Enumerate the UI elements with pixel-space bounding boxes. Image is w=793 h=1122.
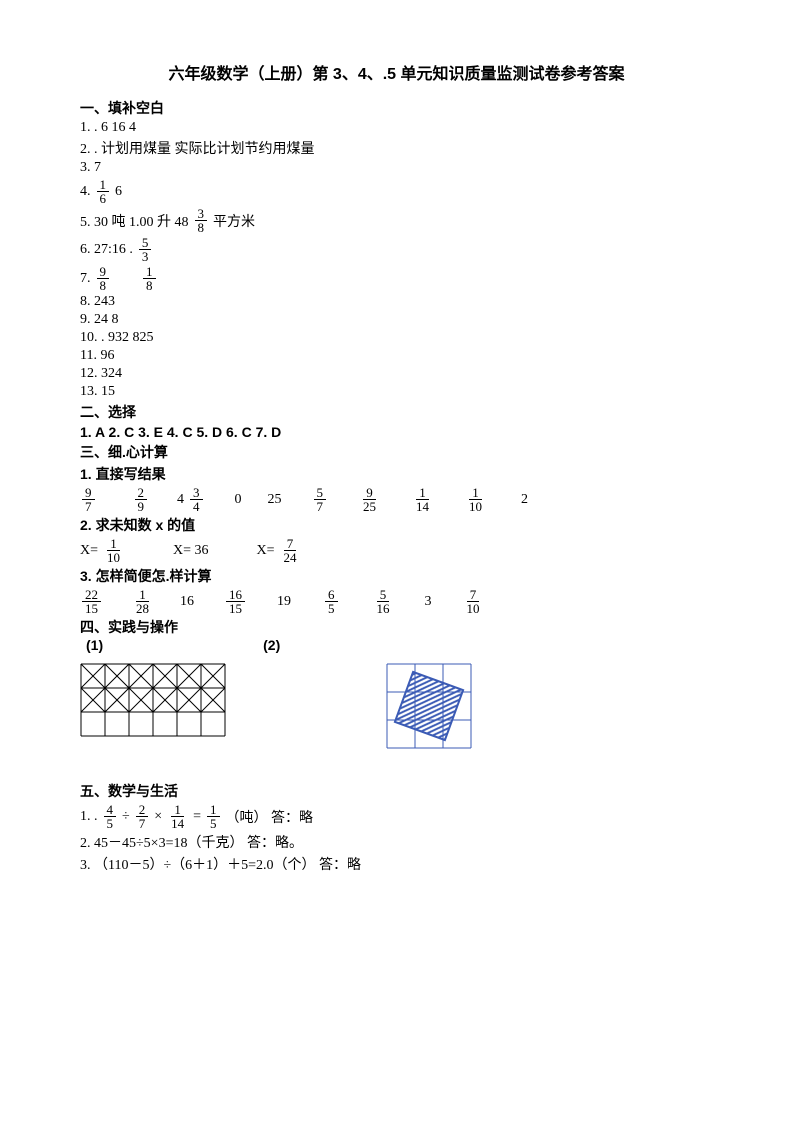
fraction: 53: [139, 236, 152, 263]
section3-head: 三、细.心计算: [80, 442, 713, 462]
fraction: 114: [168, 803, 187, 830]
page: 六年级数学（上册）第 3、4、.5 单元知识质量监测试卷参考答案 一、填补空白 …: [0, 0, 793, 1122]
s1-l7-pre: 7.: [80, 271, 91, 287]
fraction: 38: [195, 207, 208, 234]
s1-l11: 11. 96: [80, 348, 713, 364]
s3-sub3: 3. 怎样简便怎.样计算: [80, 566, 713, 586]
page-title: 六年级数学（上册）第 3、4、.5 单元知识质量监测试卷参考答案: [80, 60, 713, 84]
s1-l5-post: 平方米: [213, 211, 255, 231]
s1-l6-pre: 6. 27:16 .: [80, 242, 133, 258]
s3-row3: 221512816161519655163710: [80, 588, 713, 615]
s4-grids: [80, 663, 713, 749]
s1-l5: 5. 30 吨 1.00 升 48 38 平方米: [80, 207, 713, 234]
grid1-svg: [80, 663, 226, 737]
s1-l3: 3. 7: [80, 160, 713, 176]
fraction: 15: [207, 803, 220, 830]
x2: X= 36: [173, 543, 209, 559]
s1-l4: 4. 16 6: [80, 178, 713, 205]
s3-sub2: 2. 求未知数 x 的值: [80, 515, 713, 535]
fraction: 724: [281, 537, 300, 564]
s5-l1-pre: 1. .: [80, 809, 98, 825]
s1-l1: 1. . 6 16 4: [80, 120, 713, 136]
fraction: 16: [97, 178, 110, 205]
s1-l10: 10. . 932 825: [80, 330, 713, 346]
s3-row1: 9729434025579251141102: [80, 486, 713, 513]
s1-l13: 13. 15: [80, 384, 713, 400]
fraction: 27: [136, 803, 149, 830]
s3-row2: X= 110 X= 36 X= 724: [80, 537, 713, 564]
s1-l9: 9. 24 8: [80, 312, 713, 328]
s4-p2: (2): [263, 637, 280, 653]
s5-l1-post: （吨） 答：略: [226, 807, 314, 827]
s1-l8: 8. 243: [80, 294, 713, 310]
section1-head: 一、填补空白: [80, 98, 713, 118]
s4-p1: (1): [86, 637, 103, 653]
s5-l3: 3. （110－5）÷（6＋1）＋5=2.0（个） 答：略: [80, 854, 713, 874]
x3-pre: X=: [257, 543, 275, 559]
fraction: 45: [104, 803, 117, 830]
s1-l2: 2. . 计划用煤量 实际比计划节约用煤量: [80, 138, 713, 158]
fraction: 98: [97, 265, 110, 292]
s1-l6: 6. 27:16 . 53: [80, 236, 713, 263]
s1-l7: 7. 98 18: [80, 265, 713, 292]
s1-l12: 12. 324: [80, 366, 713, 382]
s5-l2: 2. 45－45÷5×3=18（千克） 答：略。: [80, 832, 713, 852]
s5-l1: 1. . 45 ÷ 27 × 114 = 15 （吨） 答：略: [80, 803, 713, 830]
s1-l4-pre: 4.: [80, 184, 91, 200]
grid2-svg: [386, 663, 472, 749]
s1-l5-pre: 5. 30 吨 1.00 升 48: [80, 211, 189, 231]
s3-sub1: 1. 直接写结果: [80, 464, 713, 484]
fraction: 110: [104, 537, 123, 564]
section4-head: 四、实践与操作: [80, 617, 713, 637]
x1-pre: X=: [80, 543, 98, 559]
s1-l4-post: 6: [115, 184, 122, 200]
fraction: 18: [143, 265, 156, 292]
s4-labels: (1) (2): [80, 637, 713, 653]
s2-answers: 1. A 2. C 3. E 4. C 5. D 6. C 7. D: [80, 424, 713, 440]
section5-head: 五、数学与生活: [80, 781, 713, 801]
section2-head: 二、选择: [80, 402, 713, 422]
